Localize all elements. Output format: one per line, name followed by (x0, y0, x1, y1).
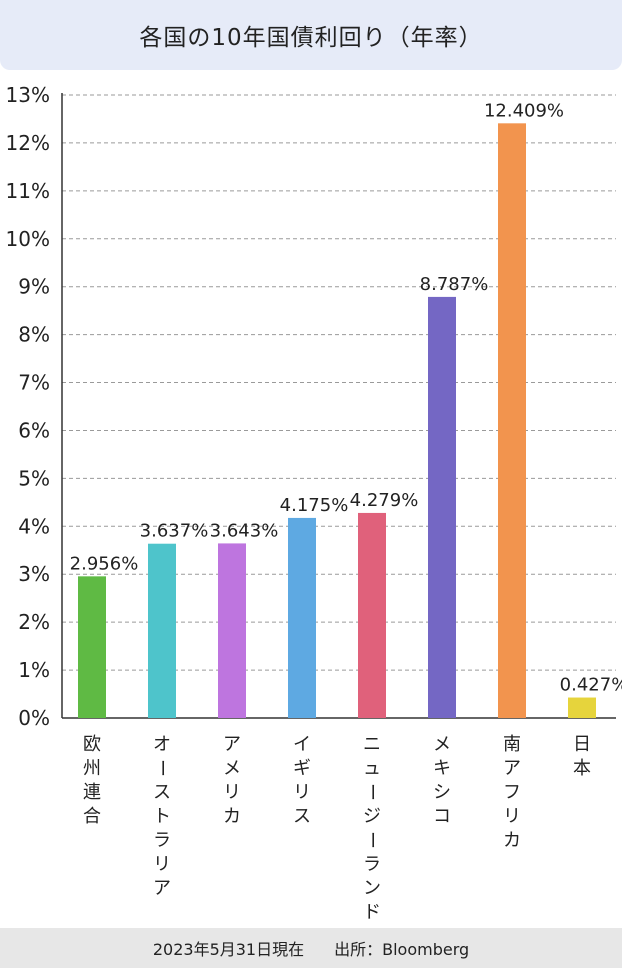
category-label-char: ー (361, 831, 382, 849)
category-label-char: 州 (83, 758, 101, 779)
category-label-char: 日 (573, 734, 591, 755)
category-label-char: ュ (363, 758, 381, 779)
category-label-char: 合 (83, 806, 101, 827)
data-label: 4.175% (280, 495, 349, 516)
data-label: 3.643% (210, 520, 279, 541)
y-tick-label: 6% (18, 418, 50, 442)
y-tick-label: 3% (18, 562, 50, 586)
y-tick-label: 5% (18, 466, 50, 490)
category-label-char: カ (223, 806, 241, 827)
category-label-char: ー (361, 783, 382, 801)
bar (148, 543, 176, 718)
category-label-char: 連 (83, 782, 101, 803)
chart-title: 各国の10年国債利回り（年率） (139, 25, 483, 51)
y-tick-label: 0% (18, 706, 50, 730)
footer-source: 出所：Bloomberg (334, 940, 470, 959)
category-label-char: メ (433, 734, 451, 755)
category-label-char: ー (151, 759, 172, 777)
category-label-char: ン (363, 878, 381, 899)
category-label-char: イ (293, 734, 311, 755)
category-label-char: フ (503, 782, 521, 803)
category-label-char: リ (153, 854, 171, 875)
category-label-char: ラ (153, 830, 171, 851)
category-label-char: ラ (363, 854, 381, 875)
footer-date: 2023年5月31日現在 (152, 940, 305, 959)
y-tick-label: 2% (18, 610, 50, 634)
bar (428, 296, 456, 718)
y-tick-label: 9% (18, 275, 50, 299)
category-label-char: ギ (293, 758, 311, 779)
bar (568, 697, 596, 718)
y-tick-label: 10% (6, 227, 50, 251)
category-label-char: ア (223, 734, 241, 755)
category-label-char: コ (433, 806, 451, 827)
chart-title-bar: 各国の10年国債利回り（年率） (0, 0, 622, 70)
bar (218, 543, 246, 718)
category-label-char: リ (293, 782, 311, 803)
y-tick-label: 12% (6, 131, 50, 155)
data-label: 8.787% (420, 274, 489, 295)
data-label: 3.637% (140, 521, 209, 542)
data-label: 12.409% (484, 100, 564, 121)
y-tick-label: 7% (18, 371, 50, 395)
data-label: 0.427% (560, 675, 622, 696)
bar (498, 123, 526, 719)
category-label-char: メ (223, 758, 241, 779)
y-tick-label: 8% (18, 323, 50, 347)
category-label-char: ト (153, 806, 171, 827)
data-label: 4.279% (350, 490, 419, 511)
category-label-char: ニ (363, 734, 381, 755)
category-label-char: 本 (573, 758, 591, 779)
category-label-char: ス (153, 782, 171, 803)
footer-note: 2023年5月31日現在 出所：Bloomberg (0, 928, 622, 968)
bar-chart: 0% 1% 2% 3% 4% 5% 6% 7% 8% 9% 10% 11% 12% 13% 2.956% 欧州… (6, 83, 622, 923)
bar (288, 517, 316, 718)
category-label-char: キ (433, 758, 451, 779)
bar (78, 576, 106, 718)
category-label-char: 南 (503, 734, 521, 755)
category-label-char: ア (503, 758, 521, 779)
y-tick-label: 13% (6, 83, 50, 107)
bar (358, 512, 386, 718)
data-label: 2.956% (70, 553, 139, 574)
category-label-char: ジ (363, 806, 381, 827)
y-tick-label: 1% (18, 658, 50, 682)
category-label-char: ド (363, 902, 381, 923)
category-label-char: オ (153, 734, 171, 755)
category-label-char: リ (503, 806, 521, 827)
category-label-char: ス (293, 806, 311, 827)
category-label-char: ア (153, 878, 171, 899)
y-tick-label: 11% (6, 179, 50, 203)
category-label-char: 欧 (83, 734, 101, 755)
category-label-char: シ (433, 782, 451, 803)
y-tick-label: 4% (18, 514, 50, 538)
category-label-char: リ (223, 782, 241, 803)
category-label-char: カ (503, 830, 521, 851)
